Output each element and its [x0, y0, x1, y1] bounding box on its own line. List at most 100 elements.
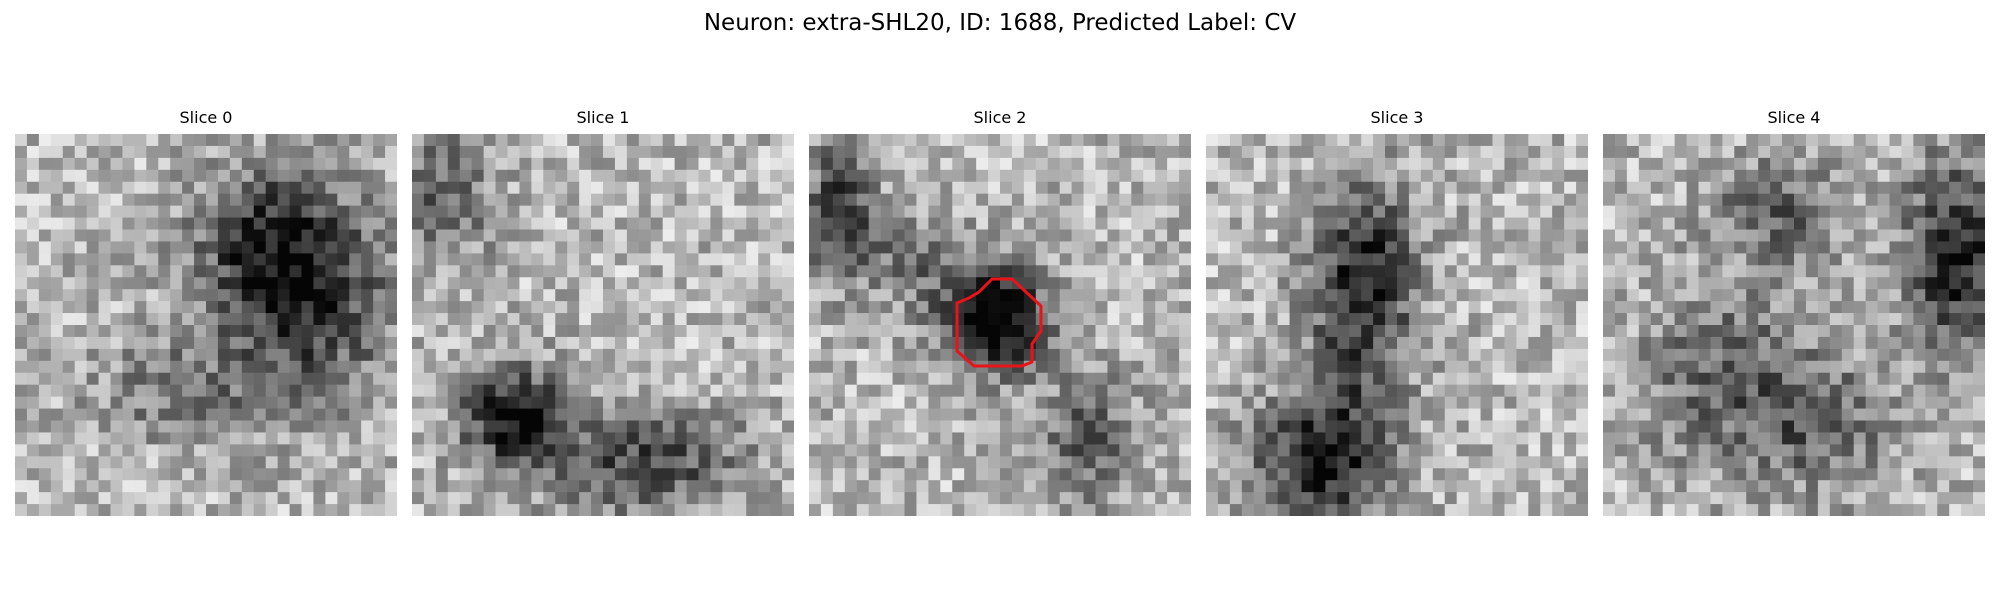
pixel-cell [1782, 134, 1795, 147]
pixel-cell [662, 325, 676, 338]
pixel-cell [686, 456, 700, 469]
pixel-cell [1000, 480, 1013, 493]
pixel-cell [1650, 253, 1664, 266]
pixel-cell [1662, 193, 1676, 207]
pixel-cell [1492, 229, 1506, 243]
pixel-cell [277, 289, 291, 302]
pixel-cell [1071, 313, 1085, 326]
pixel-cell [555, 325, 568, 338]
pixel-cell [844, 157, 858, 171]
pixel-cell [122, 396, 135, 410]
pixel-cell [313, 456, 326, 469]
pixel-cell [1179, 253, 1191, 266]
pixel-cell [1179, 348, 1191, 362]
pixel-cell [1468, 205, 1482, 219]
pixel-cell [1710, 181, 1723, 195]
pixel-cell [674, 408, 688, 422]
pixel-cell [734, 420, 747, 434]
pixel-cell [1638, 145, 1652, 159]
pixel-cell [1758, 265, 1771, 278]
pixel-cell [447, 193, 461, 207]
pixel-cell [1301, 253, 1315, 266]
pixel-cell [98, 325, 112, 338]
pixel-cell [86, 217, 100, 231]
pixel-cell [1217, 301, 1231, 314]
pixel-cell [1241, 145, 1255, 159]
pixel-cell [1277, 372, 1291, 386]
pixel-cell [567, 444, 580, 457]
pixel-cell [1241, 360, 1255, 374]
pixel-cell [1829, 360, 1843, 374]
pixel-cell [1011, 432, 1025, 445]
pixel-cell [15, 444, 28, 457]
pixel-cell [820, 265, 834, 278]
pixel-cell [1155, 408, 1168, 422]
pixel-cell [1722, 229, 1735, 243]
pixel-cell [1131, 372, 1144, 386]
pixel-cell [626, 444, 640, 457]
pixel-cell [638, 241, 652, 254]
pixel-cell [1865, 169, 1879, 183]
pixel-cell [579, 384, 592, 398]
pixel-cell [1206, 432, 1219, 445]
pixel-cell [579, 145, 592, 159]
pixel-cell [1638, 325, 1652, 338]
pixel-cell [1432, 408, 1446, 422]
pixel-cell [1337, 313, 1350, 326]
pixel-cell [361, 253, 374, 266]
pixel-cell [1337, 456, 1350, 469]
pixel-cell [313, 444, 326, 457]
pixel-cell [1540, 229, 1553, 243]
pixel-cell [1301, 277, 1315, 290]
pixel-cell [1420, 444, 1434, 457]
pixel-cell [1107, 372, 1120, 386]
pixel-cell [638, 444, 652, 457]
pixel-cell [579, 253, 592, 266]
pixel-cell [412, 289, 425, 302]
pixel-cell [1217, 181, 1231, 195]
pixel-cell [1770, 456, 1783, 469]
pixel-cell [1107, 492, 1120, 505]
pixel-cell [62, 504, 76, 516]
pixel-cell [110, 408, 124, 422]
pixel-cell [519, 217, 532, 231]
pixel-cell [1853, 348, 1867, 362]
pixel-cell [1143, 313, 1156, 326]
pixel-cell [1289, 504, 1303, 516]
pixel-cell [265, 444, 279, 457]
pixel-cell [1805, 145, 1819, 159]
pixel-cell [412, 241, 425, 254]
pixel-cell [1107, 408, 1120, 422]
pixel-cell [1746, 241, 1759, 254]
pixel-cell [385, 217, 397, 231]
pixel-cell [1131, 336, 1144, 350]
pixel-cell [134, 313, 147, 326]
pixel-cell [591, 265, 604, 278]
pixel-cell [722, 468, 735, 481]
pixel-cell [555, 444, 568, 457]
pixel-cell [182, 336, 195, 350]
pixel-cell [1480, 157, 1494, 171]
pixel-cell [182, 468, 195, 481]
pixel-cell [1229, 432, 1243, 445]
pixel-cell [1167, 217, 1180, 231]
pixel-cell [1229, 408, 1243, 422]
pixel-cell [916, 193, 929, 207]
pixel-cell [940, 420, 953, 434]
pixel-cell [301, 265, 315, 278]
pixel-cell [62, 181, 76, 195]
pixel-cell [373, 336, 386, 350]
pixel-cell [662, 145, 676, 159]
pixel-cell [1722, 217, 1735, 231]
pixel-cell [38, 193, 52, 207]
pixel-cell [1143, 181, 1156, 195]
pixel-cell [940, 217, 953, 231]
pixel-cell [289, 145, 303, 159]
pixel-cell [146, 145, 159, 159]
pixel-cell [1710, 348, 1723, 362]
pixel-cell [1253, 348, 1267, 362]
pixel-cell [1397, 456, 1410, 469]
pixel-cell [722, 217, 735, 231]
pixel-cell [1349, 372, 1362, 386]
pixel-cell [856, 396, 870, 410]
